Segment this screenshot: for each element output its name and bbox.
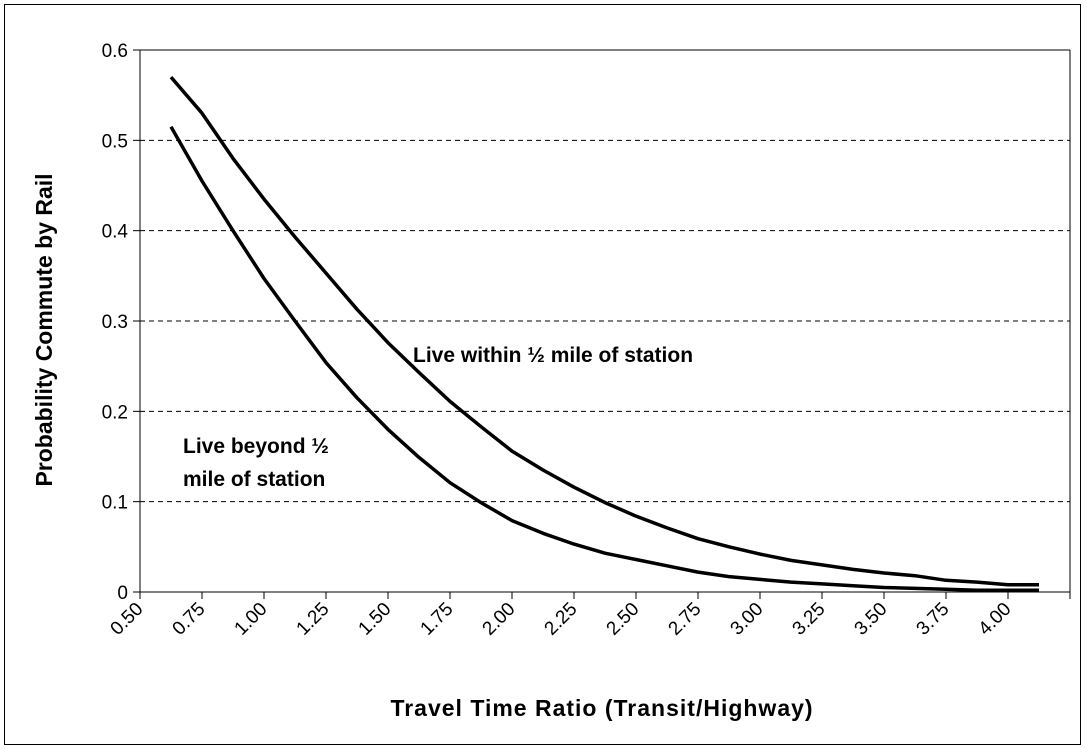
x-tick-label: 3.25 xyxy=(789,599,830,640)
x-tick-label: 0.50 xyxy=(107,599,148,640)
x-tick-label: 4.00 xyxy=(975,599,1016,640)
y-tick-label: 0.6 xyxy=(102,41,128,62)
y-tick-label: 0.3 xyxy=(102,312,128,333)
x-tick-label: 2.75 xyxy=(665,599,706,640)
y-tick-labels: 0 0.1 0.2 0.3 0.4 0.5 0.6 xyxy=(102,41,129,604)
x-tick-label: 3.00 xyxy=(727,599,768,640)
y-tick-label: 0.1 xyxy=(102,493,128,514)
gridlines xyxy=(140,49,1070,503)
line-chart: 0 0.1 0.2 0.3 0.4 0.5 0.6 0.50 0.75 1.00 1.25 1.50… xyxy=(31,41,1071,721)
x-tick-label: 1.00 xyxy=(231,599,272,640)
x-tick-label: 1.75 xyxy=(417,599,458,640)
x-tick-label: 0.75 xyxy=(169,599,210,640)
y-tick-label: 0 xyxy=(117,583,128,604)
x-tick-label: 2.50 xyxy=(603,599,644,640)
x-tick-label: 3.50 xyxy=(851,599,892,640)
x-axis-title: Travel Time Ratio (Transit/Highway) xyxy=(390,695,813,721)
y-tick-label: 0.4 xyxy=(102,222,129,243)
y-tick-label: 0.5 xyxy=(102,131,128,152)
x-tick-label: 2.25 xyxy=(541,599,582,640)
x-tick-label: 1.25 xyxy=(293,599,334,640)
x-tick-label: 3.75 xyxy=(913,599,954,640)
annotation-within-half-mile: Live within ½ mile of station xyxy=(413,344,693,367)
series-line-1 xyxy=(169,125,1039,592)
annotation-beyond-half-mile-line2: mile of station xyxy=(183,468,325,491)
series-line-0 xyxy=(169,75,1039,587)
x-tick-label: 1.50 xyxy=(355,599,396,640)
y-axis-title: Probability Commute by Rail xyxy=(31,173,57,486)
axes xyxy=(133,49,1071,599)
series-lines xyxy=(169,75,1039,592)
x-tick-label: 2.00 xyxy=(479,599,520,640)
y-tick-label: 0.2 xyxy=(102,402,128,423)
annotation-beyond-half-mile-line1: Live beyond ½ xyxy=(183,435,329,458)
x-tick-labels: 0.50 0.75 1.00 1.25 1.50 1.75 2.00 2.25 2.50 2.75… xyxy=(107,599,1016,640)
chart-frame: 0 0.1 0.2 0.3 0.4 0.5 0.6 0.50 0.75 1.00 1.25 1.50… xyxy=(4,4,1081,745)
